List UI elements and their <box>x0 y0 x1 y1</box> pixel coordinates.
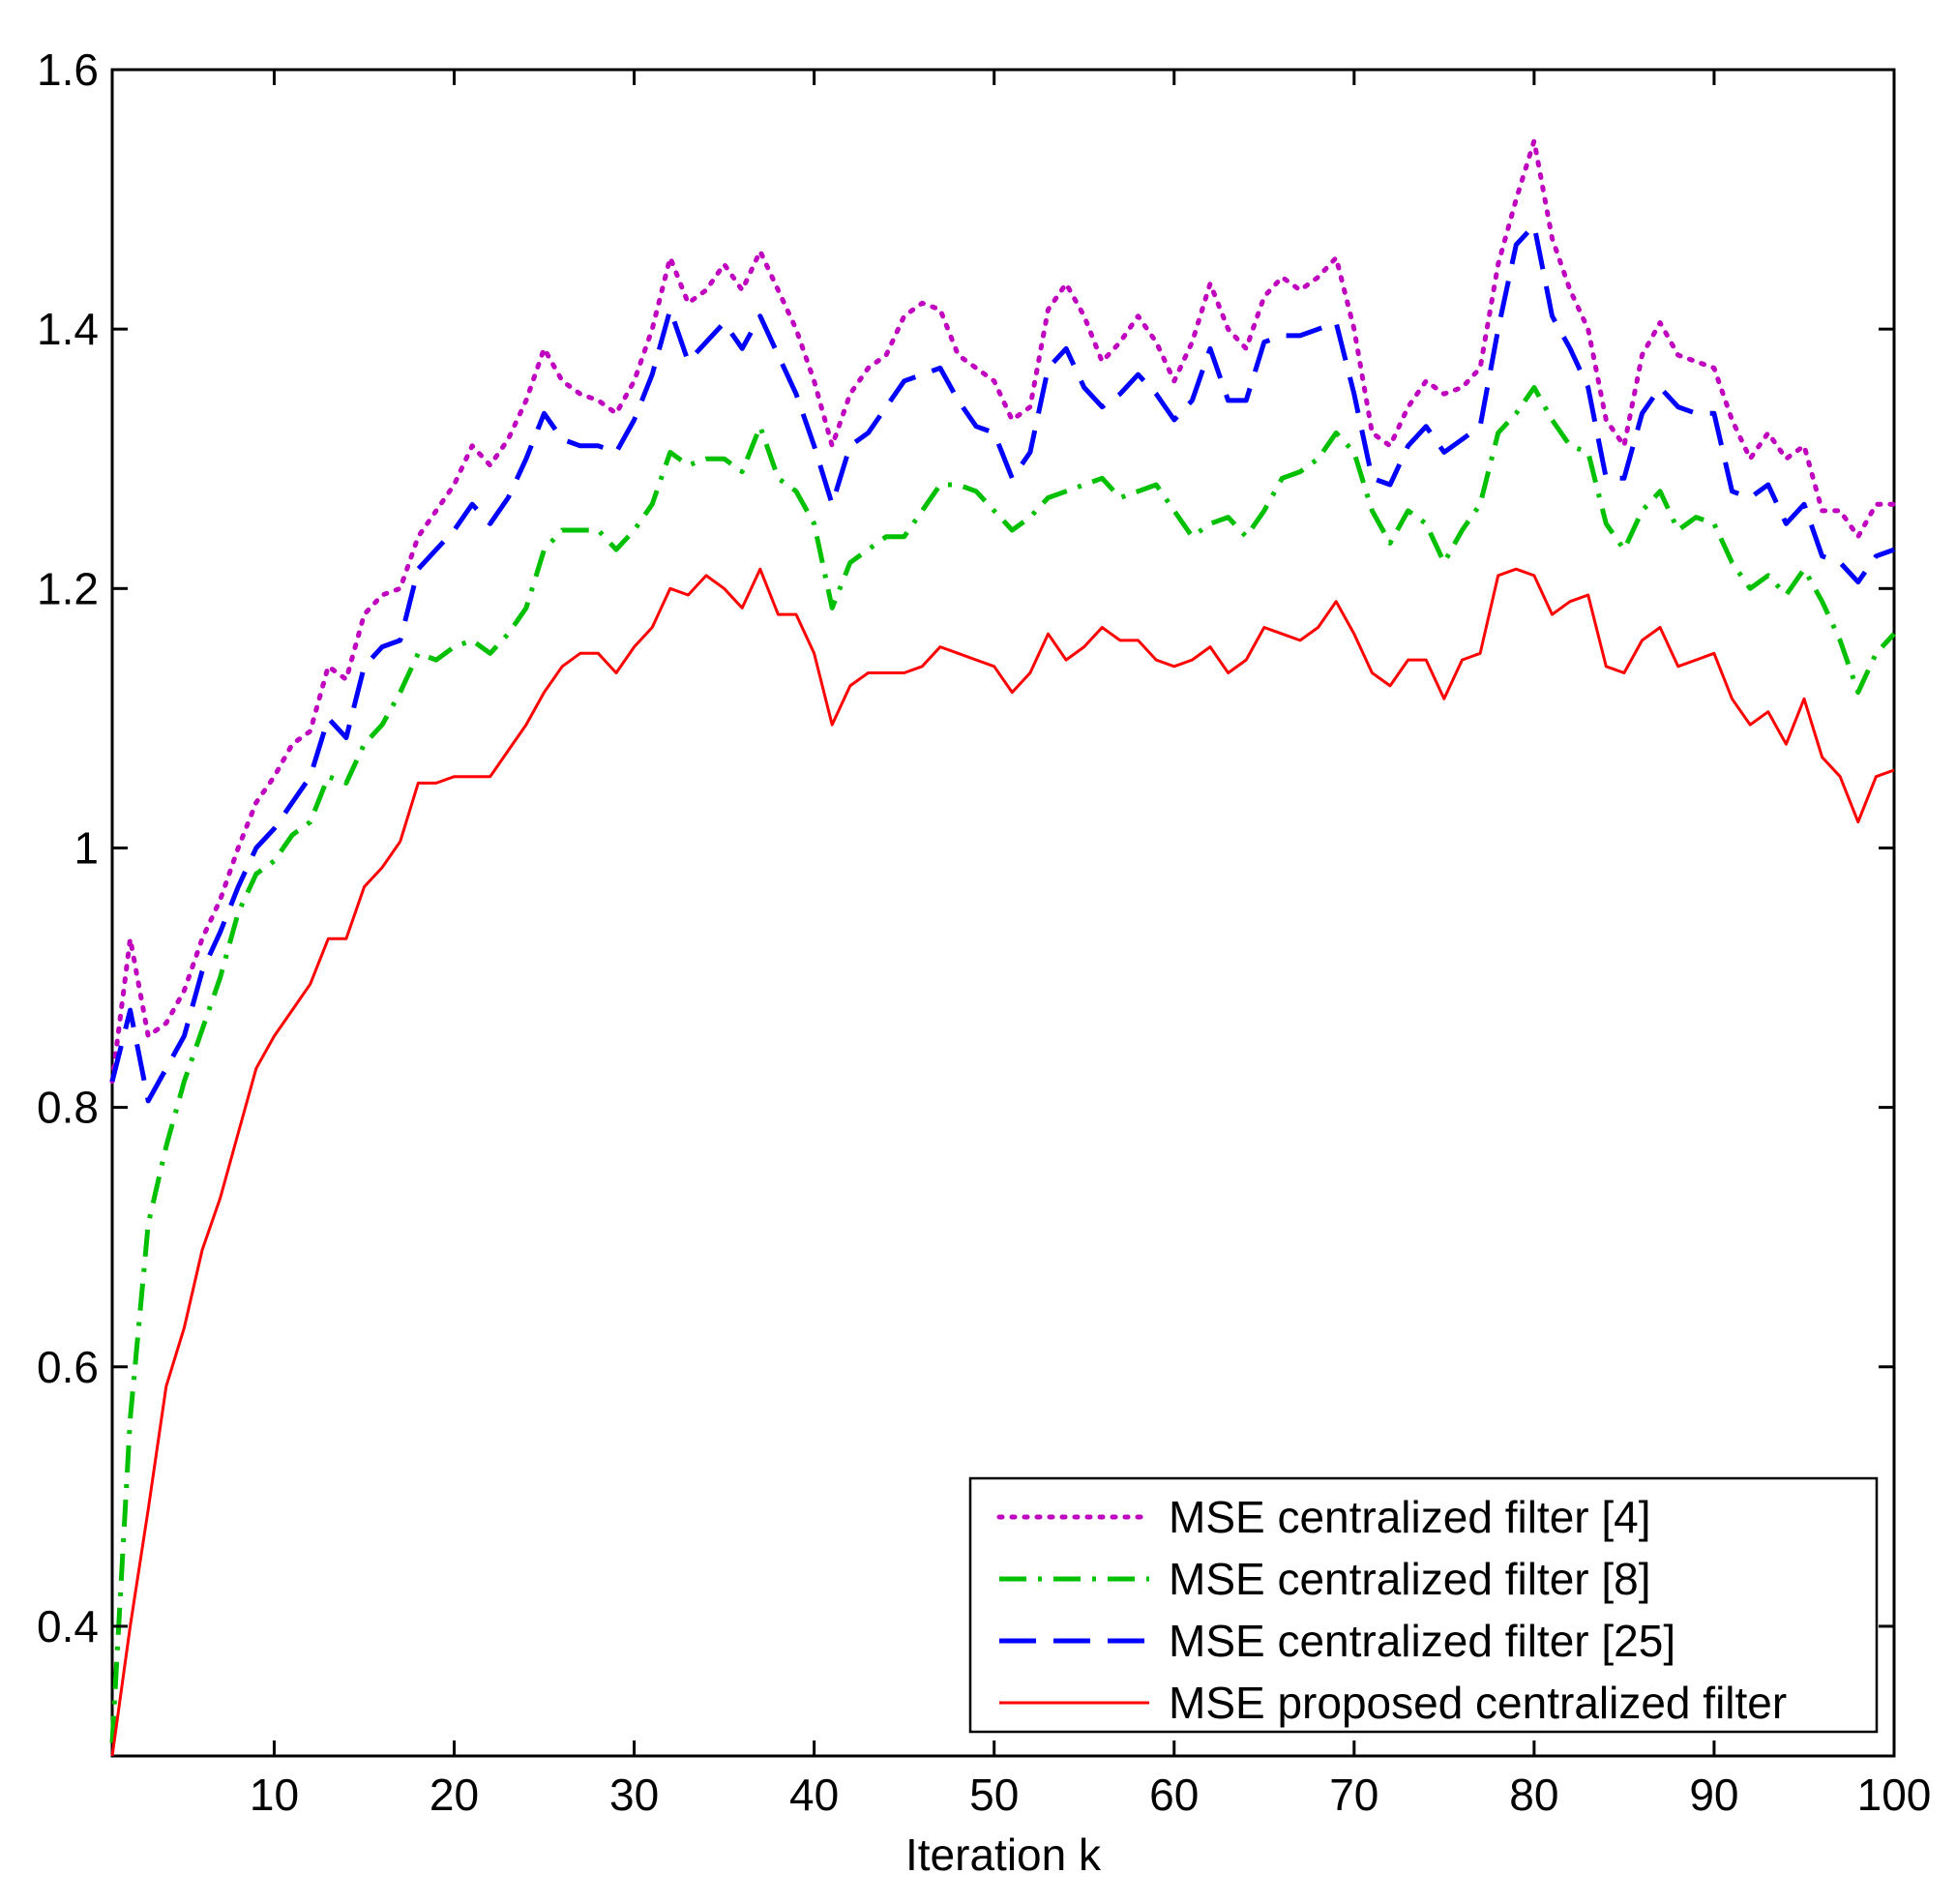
x-tick-label: 30 <box>609 1770 659 1820</box>
series-line-3 <box>109 223 1895 1104</box>
x-tick-label: 50 <box>969 1770 1019 1820</box>
x-tick-label: 20 <box>430 1770 479 1820</box>
legend-box <box>968 1476 1879 1734</box>
x-tick-label: 60 <box>1149 1770 1199 1820</box>
y-tick-label: 1.4 <box>37 304 99 354</box>
series-line-4 <box>110 567 1895 1757</box>
legend-label-1: MSE centralized filter [4] <box>1169 1492 1651 1542</box>
x-tick-label: 40 <box>789 1770 839 1820</box>
x-tick-label: 90 <box>1689 1770 1738 1820</box>
plot-area <box>110 68 1896 1758</box>
y-tick-label: 0.8 <box>37 1083 99 1133</box>
y-tick-label: 1.2 <box>37 563 99 613</box>
axis-ticks: 10 20 30 40 50 60 70 80 90 100 0.4 0.6 0.8 1 1.2 1.4 1.6 <box>37 45 1931 1820</box>
x-tick-label: 80 <box>1509 1770 1558 1820</box>
legend-label-3: MSE centralized filter [25] <box>1169 1616 1675 1666</box>
x-axis-label: Iteration k <box>905 1830 1102 1880</box>
legend-label-4: MSE proposed centralized filter <box>1169 1678 1787 1728</box>
legend-label-2: MSE centralized filter [8] <box>1169 1554 1651 1604</box>
y-tick-label: 0.6 <box>37 1342 99 1392</box>
y-tick-label: 1 <box>74 822 99 873</box>
x-tick-label: 70 <box>1329 1770 1378 1820</box>
series-line-2 <box>109 385 1896 1743</box>
series-layer <box>109 138 1897 1757</box>
x-tick-label: 10 <box>250 1770 299 1820</box>
y-tick-label: 0.4 <box>37 1601 99 1651</box>
x-tick-label: 100 <box>1857 1770 1932 1820</box>
y-tick-label: 1.6 <box>37 45 99 95</box>
legend: MSE centralized filter [4] MSE centralize… <box>968 1476 1879 1734</box>
